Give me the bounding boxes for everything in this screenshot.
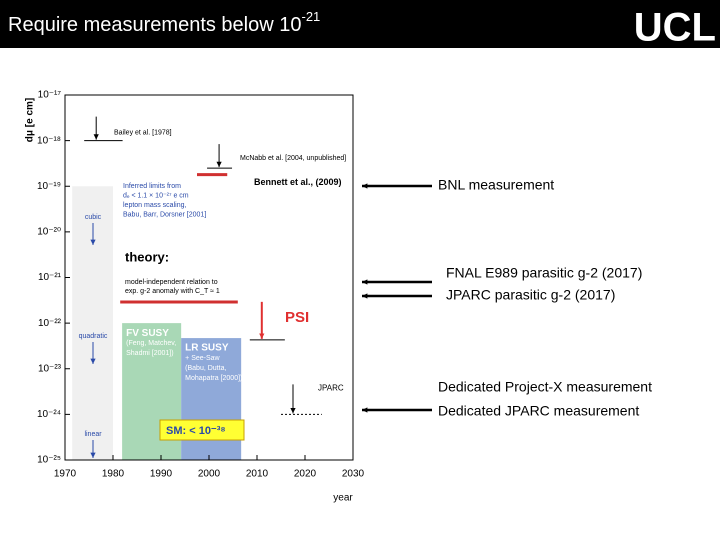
x-tick-label: 2000 <box>198 469 221 480</box>
x-tick-label: 1990 <box>150 469 173 480</box>
x-tick-label: 2030 <box>342 469 365 480</box>
arrow-head <box>362 293 368 299</box>
inferred-note: dₑ < 1.1 × 10⁻²⁷ e cm <box>123 192 189 199</box>
limit-label: PSI <box>285 309 309 326</box>
region-label: + See-Saw <box>185 355 220 362</box>
inferred-note: Babu, Barr, Dorsner [2001] <box>123 211 206 218</box>
arrow-head <box>93 134 99 140</box>
note: BNL measurement <box>438 177 554 193</box>
x-tick-label: 2020 <box>294 469 317 480</box>
scaling-label: linear <box>84 431 102 438</box>
note: Dedicated JPARC measurement <box>438 403 639 419</box>
theory-note: exp. g-2 anomaly with C_T ≈ 1 <box>125 288 220 295</box>
note: FNAL E989 parasitic g-2 (2017) <box>446 265 642 281</box>
slide-title: Require measurements below 10-21 <box>8 9 320 36</box>
arrow-head <box>90 239 96 245</box>
arrow-head <box>90 452 96 458</box>
logo: UCL <box>634 6 716 50</box>
x-tick-label: 1970 <box>54 469 77 480</box>
region-label: Mohapatra [2000]) <box>185 375 242 382</box>
notes: BNL measurement FNAL E989 parasitic g-2 (… <box>362 177 652 419</box>
x-tick-label: 1980 <box>102 469 125 480</box>
y-tick-label: 10⁻¹⁷ <box>38 90 62 101</box>
sm-label: SM: < 10⁻³⁸ <box>166 425 226 437</box>
limit-label: JPARC <box>318 383 344 392</box>
scaling-label: quadratic <box>79 333 108 340</box>
inferred-note: lepton mass scaling, <box>123 202 186 209</box>
theory-label: theory: <box>125 249 169 264</box>
y-tick-label: 10⁻¹⁸ <box>37 135 61 146</box>
arrow-head <box>259 333 265 339</box>
region-label: Shadmi [2001]) <box>126 350 173 357</box>
y-tick-label: 10⁻²⁵ <box>37 455 61 466</box>
region-label: (Feng, Matchev, <box>126 340 176 347</box>
chart: FV SUSY(Feng, Matchev, Shadmi [2001]) LR S… <box>25 90 365 504</box>
y-tick-label: 10⁻²² <box>38 318 62 329</box>
note: Dedicated Project-X measurement <box>438 379 652 395</box>
region-label: LR SUSY <box>185 343 229 354</box>
note: JPARC parasitic g-2 (2017) <box>446 287 615 303</box>
title-exponent: -21 <box>302 9 321 24</box>
arrow-head <box>362 407 368 413</box>
x-tick-label: 2010 <box>246 469 269 480</box>
region-label: FV SUSY <box>126 328 169 339</box>
y-tick-label: 10⁻²³ <box>38 363 62 374</box>
y-tick-label: 10⁻²⁰ <box>37 227 61 238</box>
x-axis-label: year <box>333 493 353 504</box>
limit-label: Bailey et al. [1978] <box>114 129 172 136</box>
arrow-head <box>216 161 222 168</box>
limit-label: Bennett et al., (2009) <box>254 177 342 187</box>
limit-label: McNabb et al. [2004, unpublished] <box>240 155 346 162</box>
theory-note: model-independent relation to <box>125 279 218 286</box>
y-tick-label: 10⁻¹⁹ <box>37 181 61 192</box>
title-bar <box>0 0 720 48</box>
region-label: (Babu, Dutta, <box>185 365 226 372</box>
arrow-head <box>362 183 368 189</box>
arrow-head <box>362 279 368 285</box>
y-tick-label: 10⁻²¹ <box>38 272 62 283</box>
title-text: Require measurements below 10 <box>8 14 302 36</box>
sm-box <box>159 419 245 441</box>
arrow-head <box>290 407 296 414</box>
scaling-label: cubic <box>85 214 102 221</box>
inferred-note: Inferred limits from <box>123 183 181 190</box>
y-tick-label: 10⁻²⁴ <box>37 409 61 420</box>
y-axis-label: dμ [e cm] <box>25 98 36 142</box>
arrow-head <box>90 358 96 364</box>
